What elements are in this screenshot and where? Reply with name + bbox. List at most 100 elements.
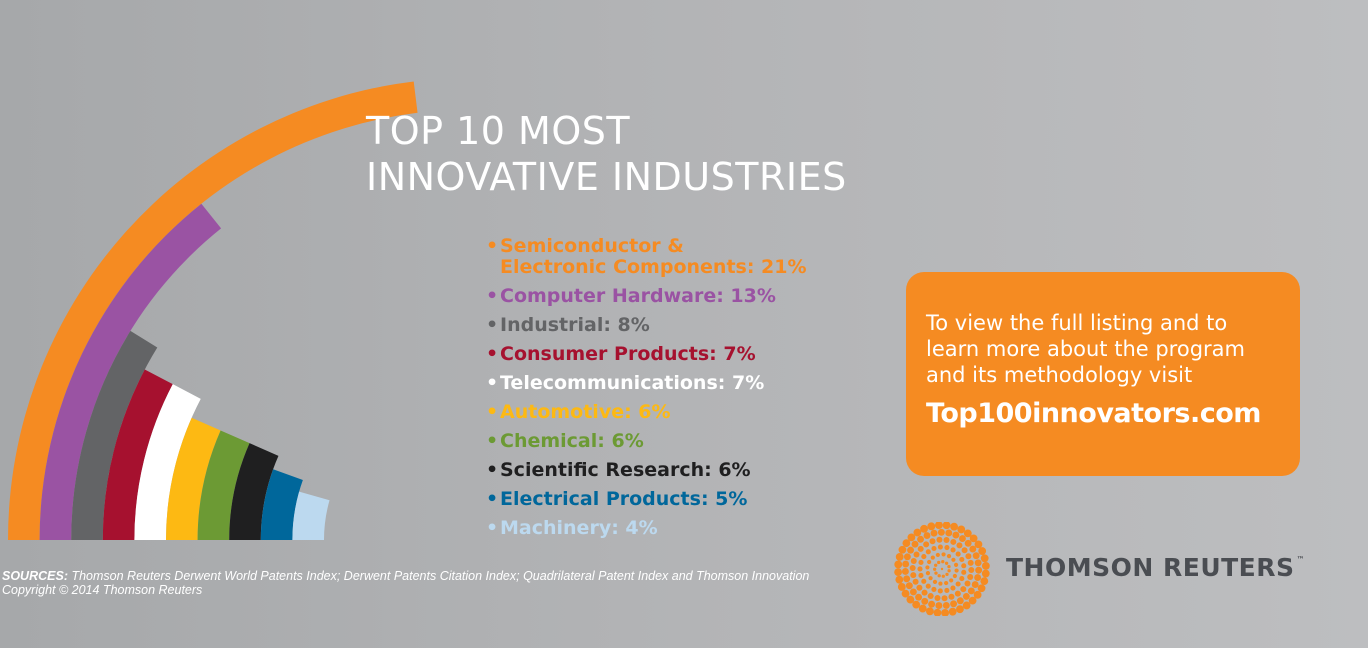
logo-dot bbox=[947, 569, 951, 573]
legend-item: • Chemical: 6% bbox=[486, 431, 807, 460]
logo-dot bbox=[897, 583, 906, 591]
logo-dot bbox=[929, 538, 936, 545]
logo-dot bbox=[965, 553, 972, 560]
logo-dot bbox=[974, 540, 983, 549]
logo-dot bbox=[952, 531, 960, 539]
logo-dot bbox=[934, 522, 943, 530]
logo-dot bbox=[971, 581, 979, 589]
logo-dot bbox=[925, 583, 931, 589]
logo-dot bbox=[958, 535, 966, 543]
logo-dot bbox=[909, 588, 917, 596]
logo-dot bbox=[968, 596, 977, 605]
logo-dot bbox=[907, 533, 916, 542]
logo-dot bbox=[950, 585, 956, 591]
logo-dot bbox=[977, 584, 986, 593]
chart-title: TOP 10 MOST INNOVATIVE INDUSTRIES bbox=[366, 108, 847, 200]
logo-dot bbox=[957, 525, 966, 534]
legend-label: Telecommunications: 7% bbox=[500, 372, 765, 394]
logo-dot bbox=[961, 547, 968, 554]
logo-dot bbox=[969, 545, 977, 553]
arc-computer-hardware bbox=[39, 203, 222, 540]
logo-dot bbox=[950, 538, 957, 545]
logo-dot bbox=[916, 584, 923, 591]
logo-dot bbox=[930, 529, 938, 537]
logo-dot bbox=[933, 608, 942, 616]
logo-dot bbox=[927, 593, 934, 600]
logo-dot bbox=[936, 536, 943, 543]
logo-dot bbox=[910, 558, 917, 565]
logo-dot bbox=[950, 600, 958, 608]
logo-dot bbox=[931, 545, 937, 552]
logo-dot bbox=[903, 553, 911, 561]
legend-item: • Electrical Products: 5% bbox=[486, 489, 807, 518]
logo-dot bbox=[894, 568, 903, 577]
logo-dot bbox=[921, 554, 927, 560]
logo-dot bbox=[952, 573, 957, 579]
logo-dot bbox=[956, 597, 964, 605]
cta-link[interactable]: Top100innovators.com bbox=[926, 398, 1261, 429]
logo-dot bbox=[921, 589, 928, 596]
legend-item: • Machinery: 4% bbox=[486, 518, 807, 547]
logo-dot bbox=[941, 595, 948, 602]
logo-dot bbox=[978, 547, 987, 555]
legend: • Semiconductor & Electronic Components: … bbox=[486, 236, 807, 547]
logo-dot bbox=[915, 593, 923, 601]
logo-dot bbox=[902, 539, 911, 548]
logo-dot bbox=[944, 580, 949, 586]
logo-dot bbox=[918, 572, 924, 578]
logo-dot bbox=[944, 545, 950, 551]
logo-dot bbox=[927, 559, 932, 565]
legend-label: Electrical Products: 5% bbox=[500, 488, 748, 510]
logo-dot bbox=[937, 528, 945, 536]
arc-consumer-products bbox=[102, 369, 173, 540]
logo-dot bbox=[959, 576, 965, 582]
logo-dot bbox=[954, 590, 961, 597]
logo-dot bbox=[895, 575, 904, 584]
logo-dot bbox=[944, 587, 950, 594]
logo-dot bbox=[901, 589, 910, 598]
logo-dot bbox=[942, 522, 951, 530]
logo-dot bbox=[917, 545, 924, 552]
logo-dot bbox=[917, 566, 923, 572]
logo-dot bbox=[930, 555, 935, 560]
thomson-reuters-logo-icon bbox=[894, 522, 990, 616]
logo-dot bbox=[974, 574, 982, 582]
logo-dot bbox=[918, 604, 927, 613]
logo-dot bbox=[902, 560, 910, 568]
logo-dot bbox=[967, 587, 975, 595]
logo-dot bbox=[937, 588, 943, 594]
logo-dot bbox=[901, 568, 909, 575]
brand-name: THOMSON REUTERS ™ bbox=[1006, 553, 1305, 582]
cta-box: To view the full listing and to learn mo… bbox=[906, 272, 1300, 476]
logo-dot bbox=[941, 608, 950, 616]
logo-dot bbox=[969, 534, 978, 543]
logo-dot bbox=[935, 602, 943, 609]
logo-dot bbox=[912, 600, 921, 609]
logo-dot bbox=[943, 537, 950, 544]
sources-note: SOURCES: Thomson Reuters Derwent World P… bbox=[2, 569, 809, 597]
legend-label: Industrial: 8% bbox=[500, 314, 650, 336]
logo-dot bbox=[921, 597, 929, 605]
logo-dot bbox=[967, 559, 974, 566]
logo-dot bbox=[955, 581, 961, 587]
logo-dot bbox=[975, 566, 983, 574]
logo-dot bbox=[918, 559, 924, 566]
logo-dot bbox=[948, 593, 955, 600]
legend-item: • Computer Hardware: 13% bbox=[486, 286, 807, 315]
logo-dot bbox=[951, 557, 956, 562]
title-line-2: INNOVATIVE INDUSTRIES bbox=[366, 155, 847, 199]
logo-dot bbox=[931, 586, 937, 593]
logo-dot bbox=[981, 561, 990, 570]
logo-dot bbox=[926, 607, 934, 616]
logo-dot bbox=[968, 566, 975, 573]
logo-dot bbox=[959, 556, 965, 563]
legend-bullet: • bbox=[486, 430, 499, 452]
logo-dot bbox=[937, 560, 941, 565]
logo-dot bbox=[962, 601, 971, 610]
logo-dot bbox=[950, 547, 956, 553]
legend-bullet: • bbox=[486, 314, 499, 336]
logo-dot bbox=[950, 522, 958, 531]
arc-scientific-research bbox=[229, 443, 279, 540]
logo-dot bbox=[932, 579, 938, 584]
logo-dot bbox=[938, 581, 943, 586]
